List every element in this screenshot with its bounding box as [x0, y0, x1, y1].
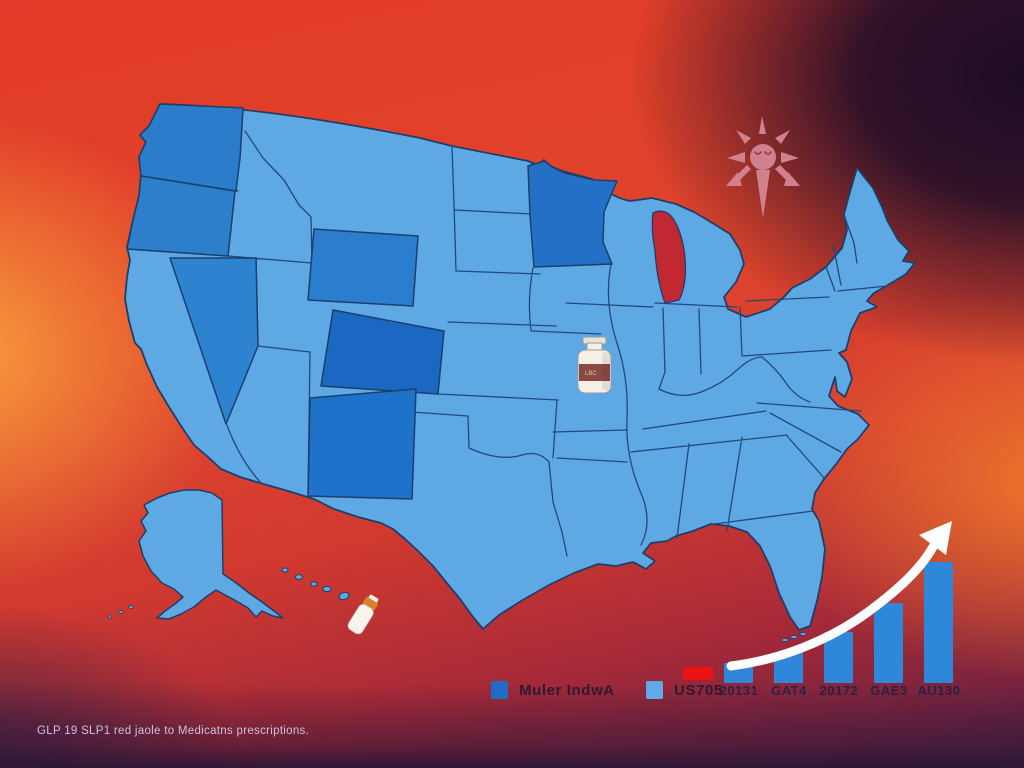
legend-swatch-dark-blue	[491, 681, 508, 699]
bar-label: AU130	[917, 683, 961, 698]
bar-label: GAT4	[771, 683, 807, 698]
legend-item-light-blue: US705	[646, 681, 723, 699]
bar	[724, 663, 753, 683]
bar-column: GAT4	[764, 560, 814, 698]
bar-label: GAE3	[870, 683, 908, 698]
legend-swatch-light-blue	[646, 681, 663, 699]
bar	[874, 603, 903, 683]
bar-label: 20172	[819, 683, 859, 698]
bar	[924, 562, 953, 683]
bar-column: 20131	[714, 560, 764, 698]
bar-column: 20172	[814, 560, 864, 698]
red-marker-swatch	[683, 667, 713, 680]
legend-label-dark-blue: Muler IndwA	[519, 681, 615, 699]
bar-column: AU130	[914, 560, 964, 698]
bar-label: 20131	[719, 683, 759, 698]
caption-text: GLP 19 SLP1 red jaole to Medicatns presc…	[37, 725, 310, 737]
bar-column: GAE3	[864, 560, 914, 698]
legend-item-dark-blue: Muler IndwA	[491, 681, 615, 699]
bar	[824, 632, 853, 683]
legend-label-light-blue: US705	[674, 681, 723, 699]
bar	[774, 652, 803, 683]
bar-chart: 20131 GAT4 20172 GAE3 AU130	[714, 560, 974, 698]
